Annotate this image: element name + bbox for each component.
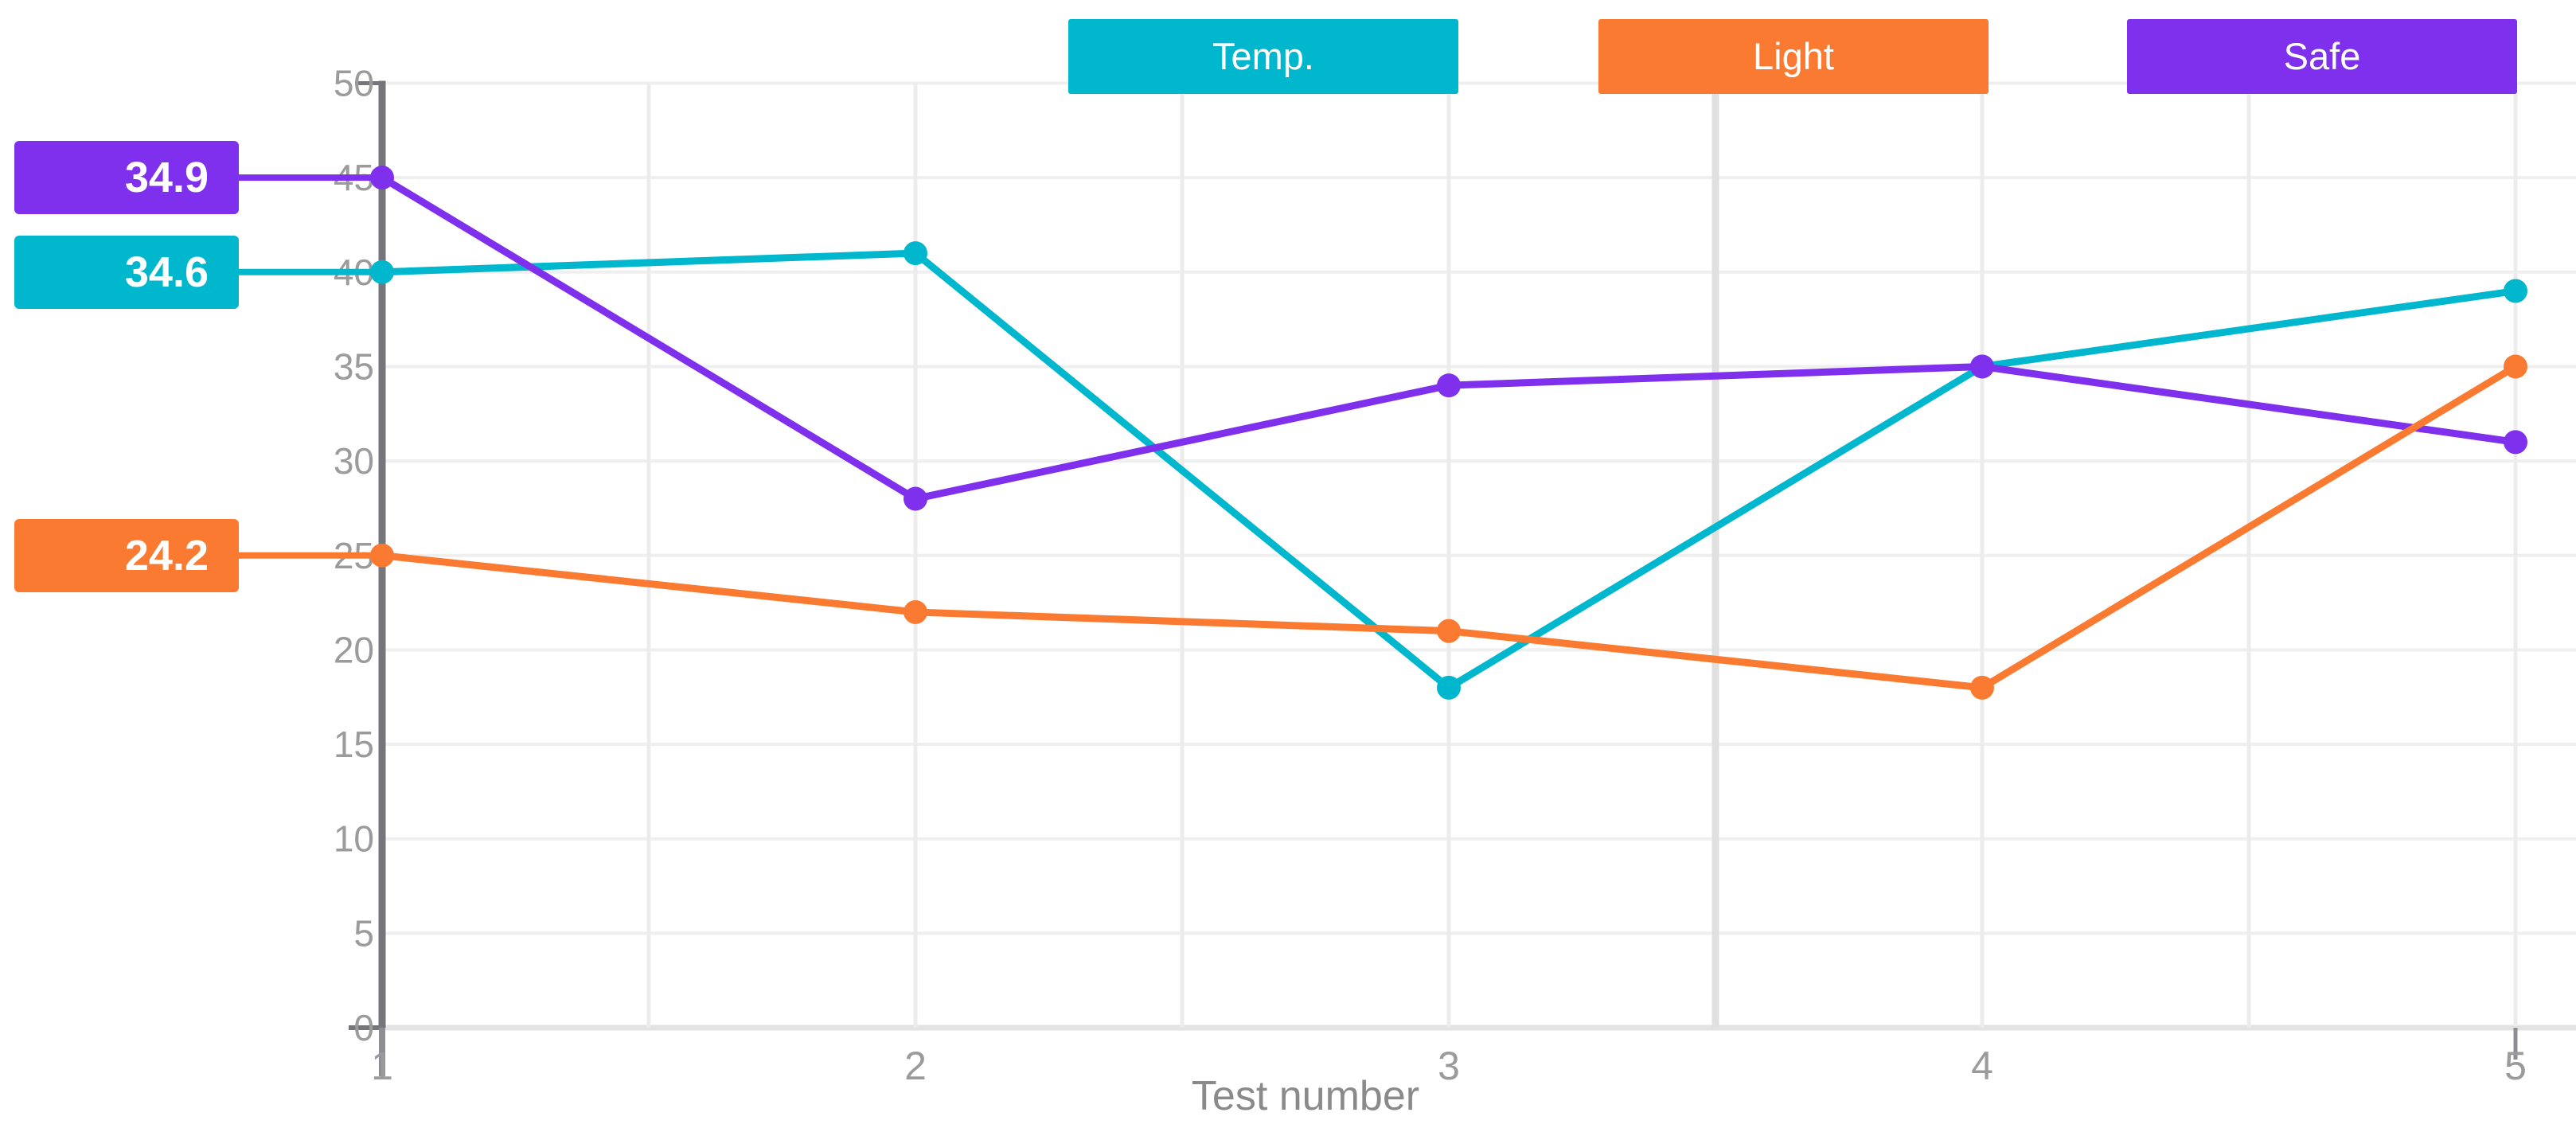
x-tick-label-2: 2 [904,1044,927,1088]
y-tick-label-20: 20 [334,629,374,670]
data-point-Safe-x4[interactable] [1970,354,1994,379]
x-tick-label-3: 3 [1438,1044,1460,1088]
y-tick-label-50: 50 [334,63,374,104]
y-tick-label-5: 5 [353,912,374,954]
legend-button-light[interactable]: Light [1598,19,1989,94]
data-point-Safe-x5[interactable] [2504,430,2527,455]
data-point-Safe-x1[interactable] [370,166,394,190]
x-axis-title: Test number [1191,1073,1420,1119]
current-value-badge-temp: 34.6 [14,235,239,309]
x-tick-label-1: 1 [371,1044,393,1088]
y-tick-label-35: 35 [334,345,374,387]
data-point-Temp-x2[interactable] [904,241,927,266]
current-value-badge-light: 24.2 [14,518,239,592]
legend-button-safe[interactable]: Safe [2127,19,2517,94]
y-tick-label-10: 10 [334,818,374,860]
data-point-Temp-x3[interactable] [1437,675,1461,700]
legend-button-temp[interactable]: Temp. [1068,19,1458,94]
data-point-Light-x3[interactable] [1437,619,1461,643]
y-tick-label-0: 0 [353,1007,374,1048]
data-point-Light-x2[interactable] [904,599,927,624]
data-point-Safe-x3[interactable] [1437,373,1461,398]
y-tick-label-15: 15 [334,724,374,765]
data-point-Light-x5[interactable] [2504,354,2527,379]
y-tick-label-30: 30 [334,440,374,482]
x-tick-label-5: 5 [2504,1044,2527,1088]
data-point-Light-x1[interactable] [370,543,394,568]
x-tick-label-4: 4 [1971,1044,1993,1088]
current-value-badge-safe: 34.9 [14,141,239,215]
data-point-Safe-x2[interactable] [904,486,927,511]
data-point-Temp-x5[interactable] [2504,279,2527,303]
data-point-Light-x4[interactable] [1970,675,1994,700]
data-point-Temp-x1[interactable] [370,260,394,284]
